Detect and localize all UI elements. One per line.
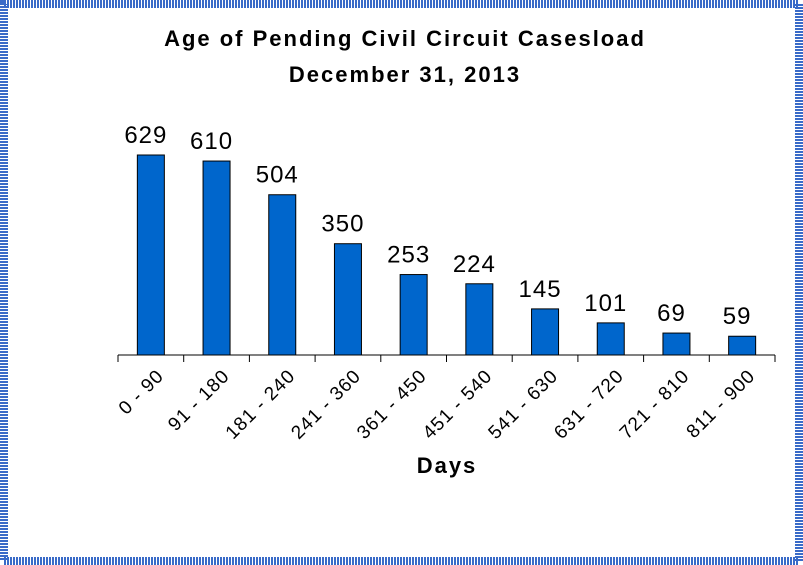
bar bbox=[531, 308, 560, 356]
bar bbox=[596, 322, 625, 356]
chart-title: Age of Pending Civil Circuit Casesload bbox=[164, 26, 646, 51]
bar bbox=[136, 154, 165, 356]
data-label: 350 bbox=[321, 211, 364, 238]
bar bbox=[465, 283, 494, 356]
bar bbox=[268, 194, 297, 356]
data-label: 629 bbox=[124, 122, 167, 149]
data-label: 504 bbox=[256, 162, 299, 189]
data-label: 610 bbox=[190, 128, 233, 155]
data-label: 101 bbox=[584, 290, 627, 317]
bar bbox=[399, 274, 428, 356]
chart-subtitle: December 31, 2013 bbox=[289, 62, 521, 87]
data-label: 253 bbox=[387, 242, 430, 269]
data-label: 69 bbox=[657, 300, 686, 327]
bar bbox=[202, 160, 231, 356]
data-label: 145 bbox=[519, 276, 562, 303]
bar bbox=[662, 332, 691, 356]
bar bbox=[333, 243, 362, 356]
bar bbox=[728, 335, 757, 356]
data-label: 59 bbox=[723, 303, 752, 330]
data-label: 224 bbox=[453, 251, 496, 278]
x-axis-title: Days bbox=[417, 453, 478, 478]
